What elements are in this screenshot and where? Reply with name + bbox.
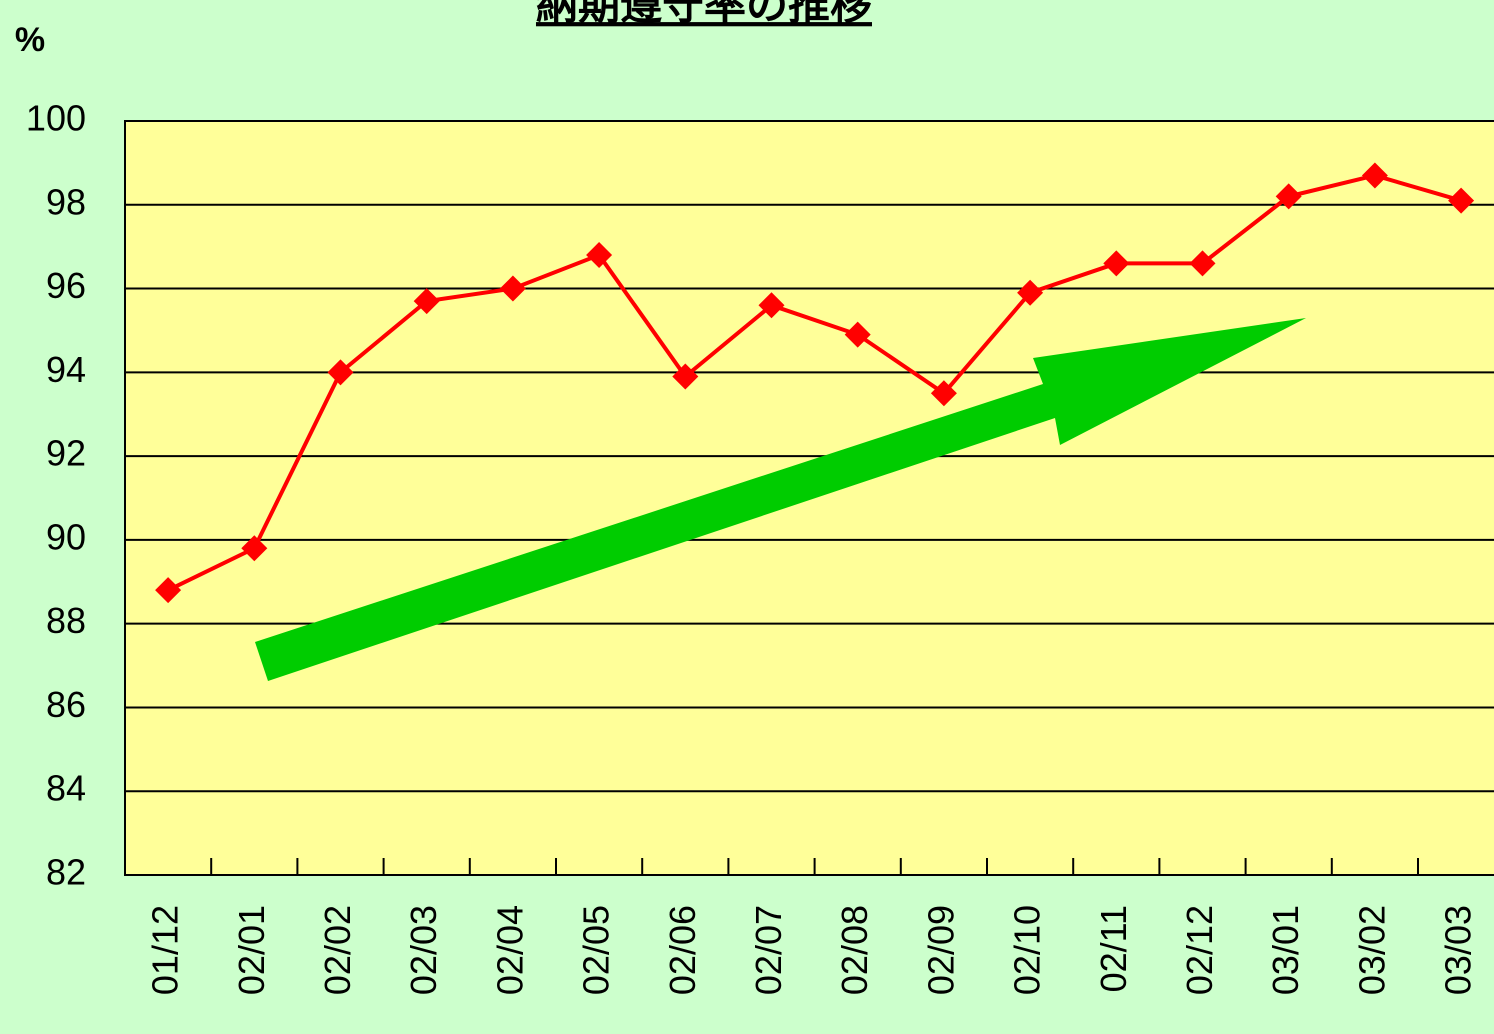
y-tick-label: 100	[26, 98, 86, 139]
y-tick-label: 84	[46, 768, 86, 809]
series-line	[167, 173, 1462, 592]
data-point	[1275, 183, 1302, 210]
y-tick-label: 94	[46, 349, 86, 390]
x-tick-label: 02/06	[662, 905, 703, 995]
x-tick-label: 02/05	[576, 905, 617, 995]
data-point	[499, 275, 526, 302]
y-tick-label: 98	[46, 181, 86, 222]
data-point	[1361, 162, 1388, 189]
y-tick-label: 86	[46, 684, 86, 725]
y-tick-label: 88	[46, 600, 86, 641]
data-point	[930, 380, 957, 407]
data-point	[1017, 279, 1044, 306]
trend-arrow	[255, 318, 1306, 681]
x-tick-label: 02/12	[1179, 905, 1220, 995]
y-tick-label: 82	[46, 852, 86, 893]
x-tick-label: 01/12	[145, 905, 186, 995]
y-tick-label: 90	[46, 516, 86, 557]
data-point	[586, 242, 613, 269]
data-point	[327, 359, 354, 386]
x-tick-label: 02/01	[231, 905, 272, 995]
y-tick-label: 92	[46, 433, 86, 474]
data-point	[1103, 250, 1130, 277]
x-tick-label: 02/07	[748, 905, 789, 995]
x-tick-label: 02/02	[317, 905, 358, 995]
x-tick-label: 03/03	[1438, 905, 1479, 995]
x-tick-label: 03/02	[1351, 905, 1392, 995]
x-tick-label: 03/01	[1265, 905, 1306, 995]
data-point	[844, 321, 871, 348]
data-point	[672, 363, 699, 390]
x-tick-label: 02/08	[834, 905, 875, 995]
x-tick-label: 02/03	[403, 905, 444, 995]
y-tick-label: 96	[46, 265, 86, 306]
data-point	[758, 292, 785, 319]
y-axis-label: %	[15, 21, 45, 59]
data-point	[241, 535, 268, 562]
x-tick-label: 02/09	[920, 905, 961, 995]
data-point	[1448, 187, 1475, 214]
data-point	[1189, 250, 1216, 277]
chart-title: 納期遵守率の推移	[536, 0, 872, 28]
data-point	[413, 288, 440, 315]
x-tick-label: 02/10	[1007, 905, 1048, 995]
x-tick-label: 02/11	[1093, 905, 1134, 992]
data-point	[155, 577, 182, 604]
x-tick-label: 02/04	[489, 905, 530, 995]
